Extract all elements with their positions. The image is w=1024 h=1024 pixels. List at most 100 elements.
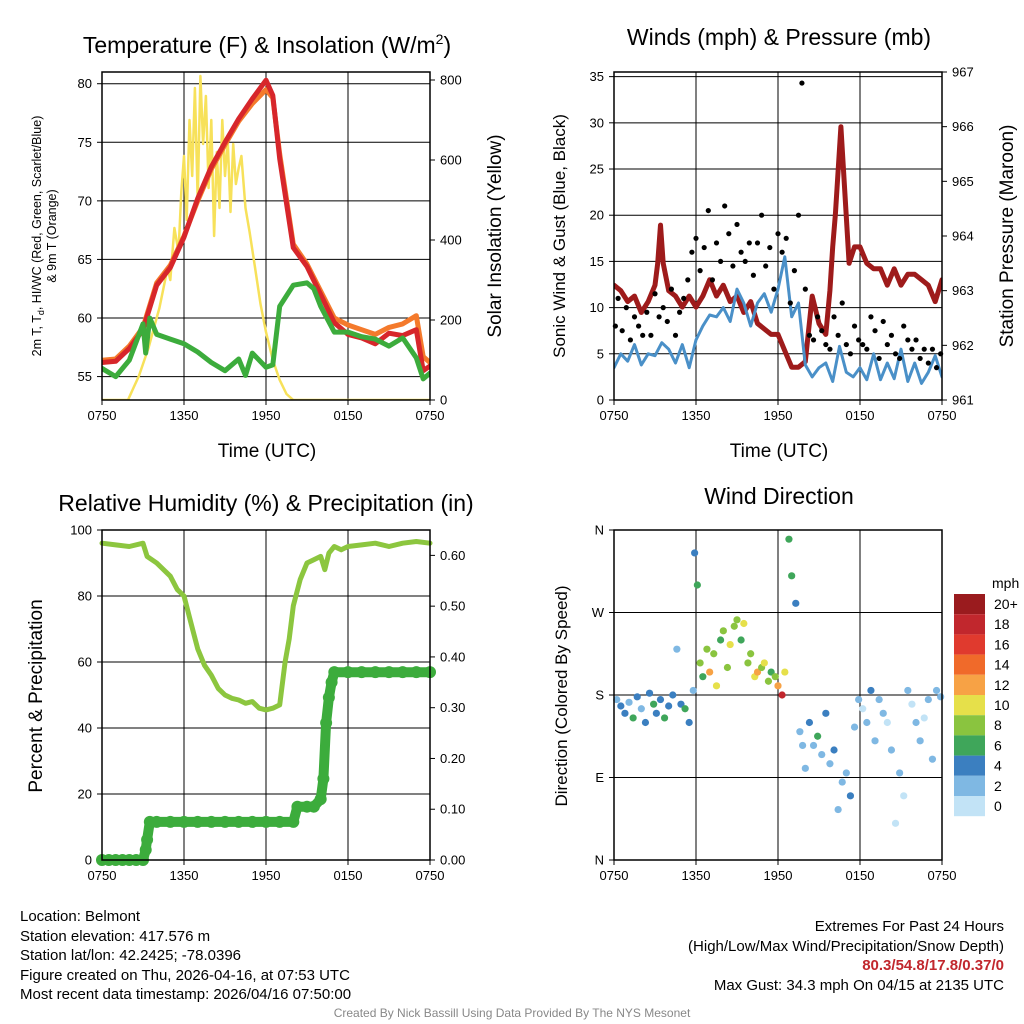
extremes-subtitle: (High/Low/Max Wind/Precipitation/Snow De… [688,937,1004,955]
direction-point [830,746,838,754]
precipitation-point [322,691,335,704]
direction-point [730,622,738,630]
temperature-y2-tick-label: 200 [440,313,462,328]
direction-point [887,746,896,754]
humidity-y2-tick-label: 0.00 [440,853,465,868]
direction-point [753,668,762,676]
gust-point [864,346,870,352]
figure-created: Figure created on Thu, 2026-04-16, at 07… [20,966,350,984]
extremes-values: 80.3/54.8/17.8/0.37/0 [862,957,1004,974]
temperature-y-tick-label: 60 [78,311,92,326]
humidity-x-tick-label: 0150 [334,868,363,883]
direction-point [613,695,621,704]
direction-y-tick-label: E [595,770,604,785]
direction-point [747,650,755,658]
direction-point [625,698,633,706]
direction-point [677,700,685,708]
colorbar-label: 14 [994,657,1010,673]
temperature-x-tick-label: 1350 [170,408,199,423]
precipitation-point [396,666,409,679]
gust-point [802,286,808,292]
gust-point [929,346,936,352]
precipitation-point [342,666,354,679]
temperature-y-tick-label: 70 [78,193,92,208]
direction-point [656,695,665,704]
direction-point [699,673,707,681]
humidity-x-tick-label: 1350 [170,868,199,883]
direction-point [737,636,745,644]
gust-point [799,80,805,86]
temperature-y2-tick-label: 800 [440,73,462,88]
precipitation-point [317,772,330,785]
gust-point [685,277,691,283]
precipitation-point [232,815,245,828]
direction-point [650,700,658,708]
winds-y2label: Station Pressure (Maroon) [997,125,1018,348]
humidity-y2-tick-label: 0.40 [440,649,465,664]
gust-point [921,346,927,352]
direction-point [879,709,887,717]
humidity-plot: 0750 1350 1950 0150 07500204060801000.000.10… [70,523,465,884]
colorbar-swatch [954,796,985,817]
winds-y-tick-label: 25 [590,162,604,177]
direction-x-tick-label: 1950 [764,868,793,883]
direction-point [691,549,699,557]
humidity-y-tick-label: 40 [78,721,92,736]
credit-line: Created By Nick Bassill Using Data Provi… [333,1006,691,1020]
humidity-y-tick-label: 20 [78,787,92,802]
precipitation-point [325,676,338,689]
winds-series-station-pressure [614,124,942,370]
direction-point [719,627,727,635]
gust-point [718,258,724,265]
temperature-x-tick-label: 0750 [88,408,117,423]
direction-border [613,529,943,861]
direction-point [891,819,900,827]
winds-x-tick-label: 1350 [682,408,711,423]
winds-y2-tick-label: 963 [952,283,974,298]
direction-point [799,741,807,750]
direction-y-tick-label: W [592,605,605,620]
gust-point [851,323,858,329]
precipitation-point [141,833,154,846]
winds-y2-tick-label: 966 [952,119,974,134]
temperature-xlabel: Time (UTC) [218,441,317,462]
direction-point [617,702,625,710]
direction-point [785,535,793,543]
direction-point [629,714,637,722]
gust-point [644,309,650,315]
direction-point [710,650,718,658]
winds-y2-tick-label: 962 [952,338,974,353]
gust-point [913,337,919,343]
temperature-x-tick-label: 0750 [416,408,445,423]
direction-point [771,673,779,681]
direction-point [896,769,904,777]
max-gust-text: Max Gust: 34.3 mph On 04/15 at 2135 UTC [713,976,1004,994]
gust-point [763,263,769,269]
direction-point [669,691,677,699]
direction-ylabel: Direction (Colored By Speed) [552,585,571,806]
gust-point [917,355,923,362]
colorbar-label: 6 [994,737,1002,753]
direction-point [726,640,734,649]
humidity-x-tick-label: 1950 [252,868,281,883]
humidity-border [101,529,431,861]
direction-point [767,668,775,676]
direction-point [924,695,932,704]
colorbar-label: 0 [994,798,1002,814]
humidity-y-tick-label: 100 [70,523,92,538]
gust-point [668,286,675,292]
humidity-y2-tick-label: 0.50 [440,599,465,614]
direction-x-tick-label: 0750 [600,868,629,883]
temperature-series-2m-t [102,77,430,374]
gust-point [806,332,813,338]
humidity-y2-tick-label: 0.10 [440,802,465,817]
gust-point [933,365,940,371]
direction-point [883,718,891,727]
direction-point [744,659,752,667]
direction-point [916,737,924,745]
direction-point [778,691,786,699]
winds-y-tick-label: 0 [597,393,604,408]
temperature-y2label: Solar Insolation (Yellow) [485,134,506,337]
direction-point [685,718,693,727]
